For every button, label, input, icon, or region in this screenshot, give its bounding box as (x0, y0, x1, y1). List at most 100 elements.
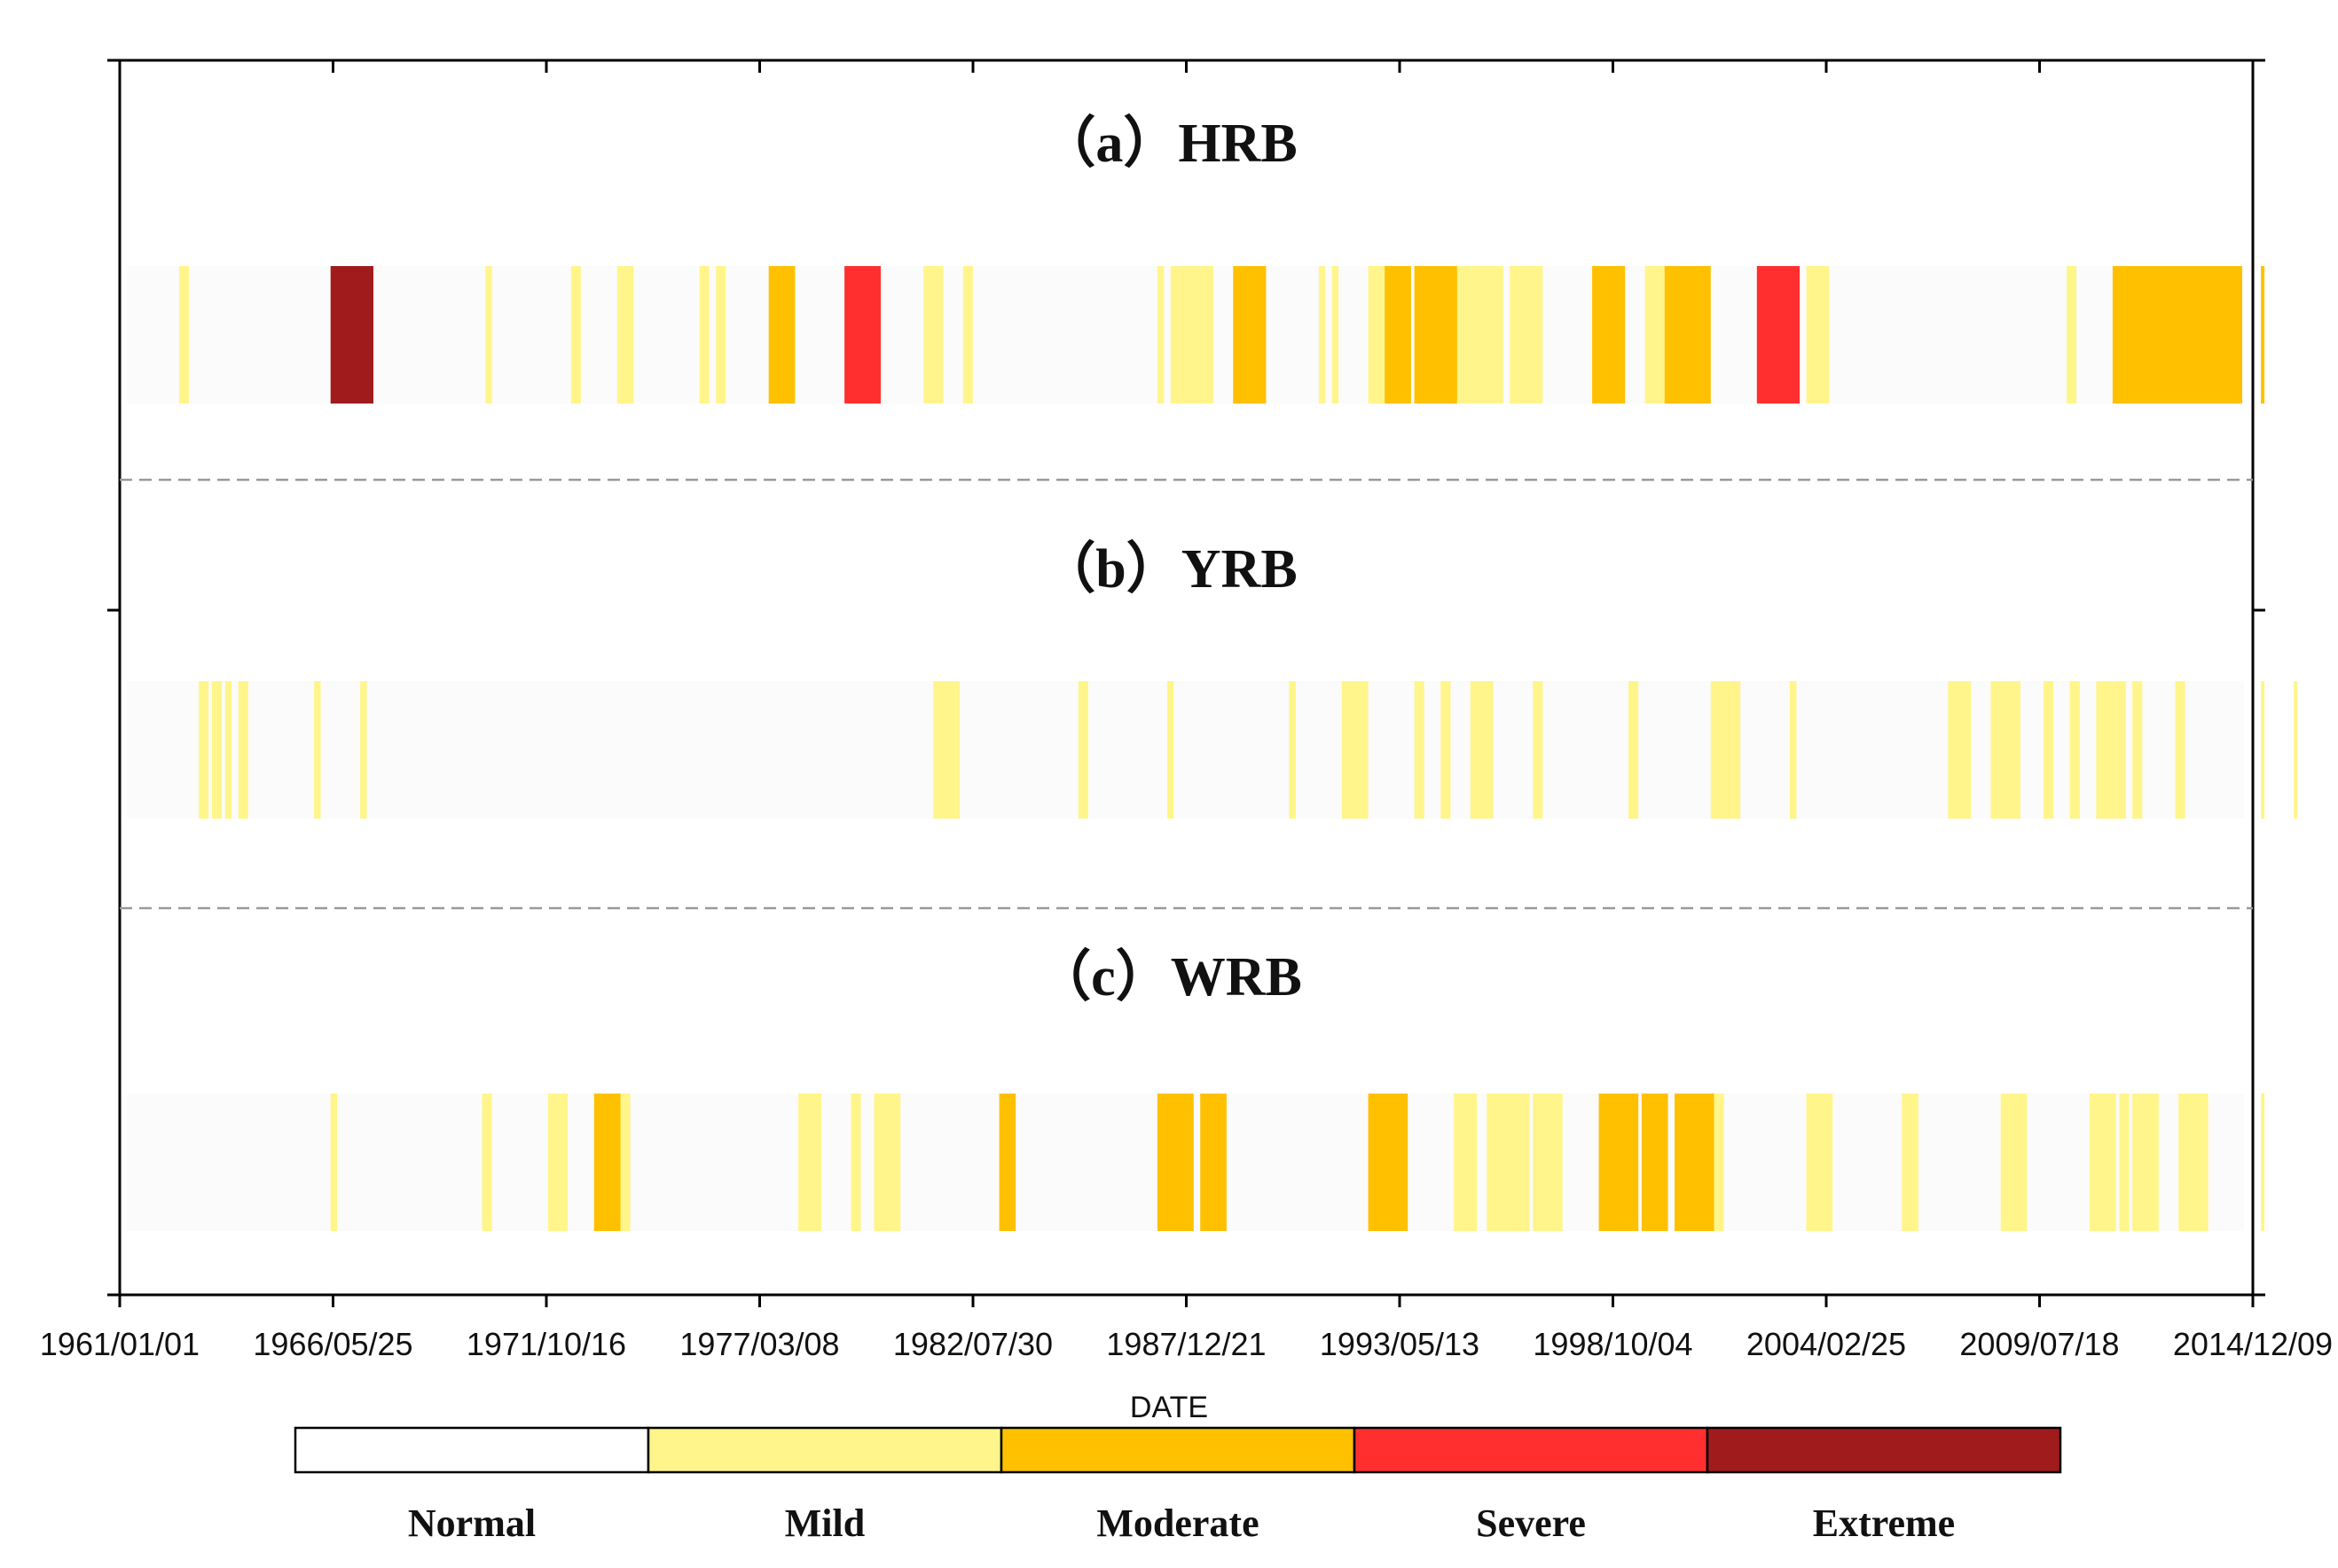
drought-event-mild (1790, 681, 1797, 819)
drought-event-moderate (1598, 1094, 1639, 1231)
panel-title: （c）WRB (1036, 945, 1302, 1007)
drought-event-mild (962, 266, 973, 404)
drought-event-mild (1170, 266, 1214, 404)
drought-event-severe (1756, 266, 1801, 404)
drought-event-moderate (593, 1094, 621, 1231)
drought-event-moderate (768, 266, 796, 404)
drought-event-mild (2069, 681, 2080, 819)
x-tick-label: 2009/07/18 (1959, 1326, 2119, 1362)
legend-label-mild: Mild (785, 1501, 865, 1545)
drought-event-mild (716, 266, 726, 404)
drought-event-mild (1948, 681, 1972, 819)
drought-event-mild (2044, 681, 2054, 819)
drought-event-mild (1902, 1094, 1918, 1231)
drought-event-mild (851, 1094, 861, 1231)
drought-event-mild (1510, 266, 1543, 404)
drought-event-mild (2178, 1094, 2209, 1231)
drought-event-mild (1414, 681, 1424, 819)
drought-event-moderate (1664, 266, 1711, 404)
drought-event-mild (1806, 1094, 1833, 1231)
drought-event-mild (2067, 266, 2077, 404)
x-tick-label: 1998/10/04 (1533, 1326, 1692, 1362)
drought-event-mild (2096, 681, 2126, 819)
drought-event-mild (1157, 266, 1165, 404)
panels-layer: （a）HRB （b）YRB （c）WRB (127, 112, 2298, 1231)
drought-event-mild (1990, 681, 2020, 819)
drought-event-mild (2294, 681, 2298, 819)
drought-event-mild (1710, 681, 1741, 819)
legend-label-severe: Severe (1476, 1501, 1586, 1545)
drought-event-mild (1487, 1094, 1530, 1231)
drought-event-mild (874, 1094, 901, 1231)
drought-event-moderate (2112, 266, 2242, 404)
x-tick-label: 2004/02/25 (1746, 1326, 1906, 1362)
drought-event-mild (1714, 1094, 1724, 1231)
drought-event-mild (798, 1094, 822, 1231)
drought-event-mild (482, 1094, 492, 1231)
panel-3: （c）WRB (127, 945, 2265, 1231)
drought-event-mild (1331, 266, 1339, 404)
legend-label-moderate: Moderate (1096, 1501, 1259, 1545)
drought-event-mild (330, 1094, 338, 1231)
x-tick-label: 1987/12/21 (1106, 1326, 1266, 1362)
drought-event-mild (314, 681, 321, 819)
legend-label-normal: Normal (408, 1501, 536, 1545)
drought-event-moderate (1641, 1094, 1668, 1231)
drought-event-moderate (1157, 1094, 1194, 1231)
drought-event-mild (547, 1094, 569, 1231)
legend-label-extreme: Extreme (1813, 1501, 1955, 1545)
drought-event-mild (1341, 681, 1369, 819)
drought-event-mild (2261, 1094, 2265, 1231)
drought-event-moderate (1592, 266, 1626, 404)
drought-event-mild (1440, 681, 1451, 819)
drought-event-extreme (330, 266, 373, 404)
drought-event-mild (1078, 681, 1088, 819)
drought-event-mild (2000, 1094, 2028, 1231)
drought-event-mild (1628, 681, 1639, 819)
x-tick-label: 2014/12/09 (2173, 1326, 2333, 1362)
drought-event-mild (360, 681, 367, 819)
drought-event-moderate (1385, 266, 1411, 404)
drought-event-mild (1289, 681, 1296, 819)
drought-event-mild (1318, 266, 1326, 404)
legend-swatch-mild (647, 1426, 1003, 1474)
drought-event-mild (1368, 266, 1385, 404)
drought-event-mild (616, 266, 634, 404)
drought-event-mild (485, 266, 492, 404)
drought-event-mild (1470, 681, 1494, 819)
drought-event-severe (844, 266, 881, 404)
drought-event-mild (199, 681, 209, 819)
drought-event-moderate (2261, 266, 2265, 404)
drought-event-moderate (1414, 266, 1457, 404)
drought-event-moderate (1675, 1094, 1714, 1231)
drought-event-mild (2119, 1094, 2130, 1231)
panel-1: （a）HRB (127, 112, 2265, 404)
drought-event-mild (2261, 681, 2265, 819)
drought-event-moderate (1368, 1094, 1408, 1231)
x-tick-label: 1982/07/30 (893, 1326, 1053, 1362)
drought-event-mild (1644, 266, 1665, 404)
x-tick-label: 1993/05/13 (1320, 1326, 1479, 1362)
legend-swatch-severe (1353, 1426, 1709, 1474)
drought-event-moderate (999, 1094, 1016, 1231)
x-axis: 1961/01/01 1966/05/25 1971/10/16 1977/03/08… (40, 60, 2333, 1362)
drought-event-moderate (1200, 1094, 1227, 1231)
drought-event-mild (212, 681, 223, 819)
drought-event-mild (2175, 681, 2185, 819)
x-tick-label: 1971/10/16 (467, 1326, 626, 1362)
drought-event-mild (1454, 1094, 1478, 1231)
drought-event-mild (1533, 681, 1543, 819)
drought-event-mild (2090, 1094, 2116, 1231)
drought-event-mild (620, 1094, 631, 1231)
drought-event-mild (1533, 1094, 1563, 1231)
drought-event-mild (2132, 1094, 2159, 1231)
drought-event-mild (178, 266, 189, 404)
legend: Normal Mild Moderate Severe Extreme (294, 1426, 2062, 1545)
drought-event-mild (2132, 681, 2143, 819)
drought-event-mild (1456, 266, 1503, 404)
drought-event-mild (238, 681, 248, 819)
panel-title: （b）YRB (1040, 537, 1297, 600)
panel-title: （a）HRB (1040, 112, 1297, 174)
drought-event-mild (699, 266, 710, 404)
